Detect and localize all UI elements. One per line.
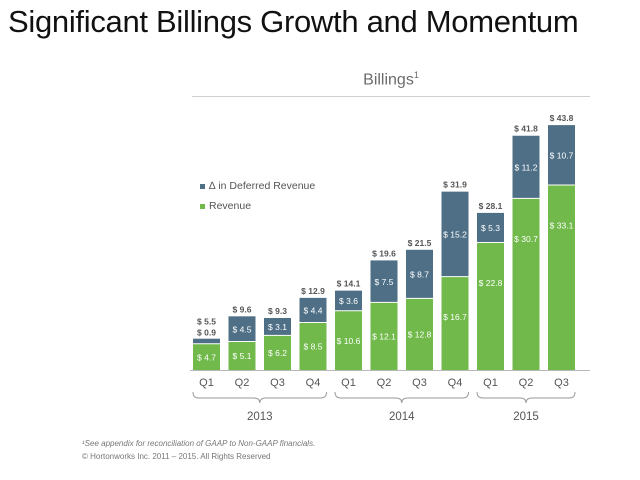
bar-deferred [370, 260, 398, 303]
bar-deferred [477, 212, 504, 243]
x-tick-label: Q3 [554, 377, 569, 389]
bar-revenue [441, 276, 469, 370]
year-bracket [476, 391, 576, 404]
bar-revenue [299, 322, 327, 370]
page-title: Significant Billings Growth and Momentum [8, 4, 579, 39]
data-label-total: $ 19.6 [372, 248, 396, 258]
bar-revenue [548, 184, 575, 370]
copyright: © Hortonworks Inc. 2011 – 2015. All Righ… [82, 452, 271, 461]
chart-title: Billings1 [192, 70, 590, 89]
data-label-deferred: $ 4.4 [304, 306, 323, 316]
data-label-deferred: $ 10.7 [550, 151, 574, 161]
data-label-total: $ 9.6 [233, 304, 252, 314]
chart-title-text: Billings [363, 71, 414, 89]
chart-title-footnote-mark: 1 [413, 70, 419, 80]
bar-revenue [335, 310, 362, 370]
bar-deferred [548, 125, 575, 185]
data-label-deferred: $ 5.3 [481, 223, 500, 233]
data-label-revenue: $ 6.2 [268, 348, 287, 358]
data-label-total: $ 41.8 [514, 124, 538, 134]
x-tick-label: Q2 [377, 377, 392, 389]
x-tick-label: Q4 [448, 377, 463, 389]
data-label-total: $ 43.8 [550, 113, 574, 123]
data-label-deferred: $ 8.7 [410, 270, 429, 280]
data-label-total: $ 21.5 [408, 238, 432, 248]
bar-revenue [477, 242, 504, 370]
data-label-deferred: $ 7.5 [375, 277, 394, 287]
data-label-deferred: $ 3.6 [339, 296, 358, 306]
x-tick-label: Q2 [519, 377, 534, 389]
data-label-revenue: $ 30.7 [514, 234, 538, 244]
bar-deferred [335, 290, 362, 311]
x-tick-label: Q1 [483, 377, 498, 389]
data-label-revenue: $ 5.1 [233, 351, 252, 361]
x-tick-label: Q3 [412, 377, 427, 389]
data-label-deferred: $ 11.2 [514, 163, 537, 173]
legend: ∆ in Deferred Revenue Revenue [200, 176, 315, 216]
data-label-total: $ 28.1 [479, 201, 503, 211]
x-tick-label: Q1 [199, 377, 214, 389]
data-label-deferred: $ 3.1 [268, 322, 287, 332]
data-label-total: $ 9.3 [268, 306, 287, 316]
data-label-deferred: $ 15.2 [443, 230, 467, 240]
bar-deferred [228, 316, 256, 342]
bar-revenue [512, 198, 540, 370]
footnote: ¹See appendix for reconciliation of GAAP… [82, 439, 316, 448]
bar-revenue [264, 335, 291, 370]
legend-swatch-revenue [200, 203, 205, 209]
data-label-total: $ 31.9 [443, 180, 467, 190]
bar-deferred [406, 249, 433, 299]
legend-item-deferred: ∆ in Deferred Revenue [200, 176, 315, 196]
bar-deferred [264, 318, 291, 336]
data-label-total: $ 5.5 [197, 317, 216, 327]
year-bracket [192, 391, 327, 404]
x-tick-label: Q1 [341, 377, 356, 389]
data-label-revenue: $ 12.1 [372, 332, 396, 342]
year-bracket [334, 391, 469, 404]
bar-deferred [512, 135, 540, 199]
year-label: 2013 [247, 411, 273, 423]
x-tick-label: Q2 [235, 377, 250, 389]
data-label-revenue: $ 33.1 [550, 220, 574, 230]
data-label-total: $ 14.1 [337, 279, 361, 289]
data-label-revenue: $ 4.7 [197, 352, 216, 362]
data-label-revenue: $ 16.7 [443, 312, 467, 322]
year-label: 2015 [513, 411, 539, 423]
x-tick-label: Q4 [306, 377, 321, 389]
legend-item-revenue: Revenue [200, 196, 315, 216]
year-label: 2014 [389, 411, 415, 423]
data-label-revenue: $ 10.6 [337, 336, 361, 346]
legend-label-revenue: Revenue [209, 200, 252, 212]
bar-deferred [441, 191, 469, 277]
bar-revenue [406, 298, 433, 370]
data-label-total: $ 12.9 [301, 286, 325, 296]
x-tick-label: Q3 [270, 377, 285, 389]
data-label-deferred: $ 0.9 [197, 328, 216, 338]
data-label-revenue: $ 8.5 [304, 342, 323, 352]
data-label-revenue: $ 12.8 [408, 330, 432, 340]
bar-revenue [370, 302, 398, 370]
data-label-deferred: $ 4.5 [233, 324, 252, 334]
bar-deferred [193, 338, 220, 344]
bar-revenue [193, 343, 220, 370]
bar-deferred [299, 297, 327, 323]
chart-title-rule [192, 96, 590, 97]
legend-label-deferred: ∆ in Deferred Revenue [209, 180, 316, 192]
data-label-revenue: $ 22.8 [479, 278, 503, 288]
legend-swatch-deferred [200, 183, 205, 189]
bar-revenue [228, 341, 256, 370]
